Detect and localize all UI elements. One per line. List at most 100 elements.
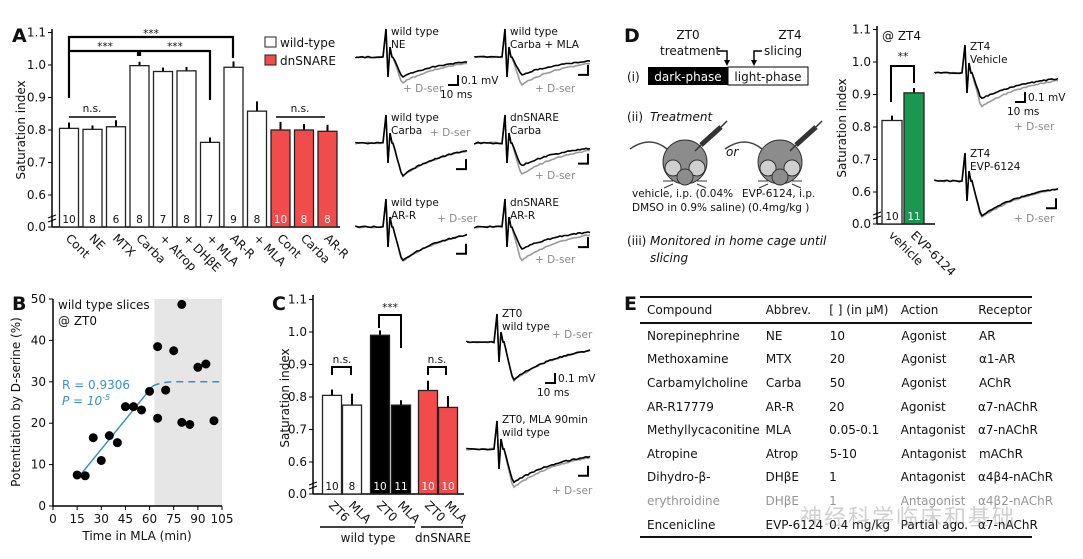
cell-action: Agonist <box>901 400 978 414</box>
n-label: 11 <box>907 211 920 223</box>
data-point <box>105 431 114 440</box>
data-point <box>121 402 130 411</box>
vehicle-line2: DMSO in 0.9% saline) <box>632 202 745 214</box>
y-tick-label: 0.8 <box>27 123 46 137</box>
n-label: 8 <box>349 481 356 493</box>
n-label: 10 <box>441 481 454 493</box>
cell-conc: 10 <box>830 329 902 343</box>
treatment-label: treatment <box>660 44 720 58</box>
y-tick-label: 30 <box>31 375 46 389</box>
n-label: 8 <box>183 214 190 226</box>
n-label: 8 <box>136 214 143 226</box>
n-label: 7 <box>160 214 167 226</box>
cell-abbrev: AR-R <box>766 400 830 414</box>
syringe-icon <box>796 127 816 145</box>
n-label: 11 <box>394 481 407 493</box>
trace-panel: ZT0, MLA 90minwild type + D-ser <box>467 414 593 497</box>
syringe-icon <box>701 127 721 145</box>
b-xlabel: Time in MLA (min) <box>81 529 191 543</box>
n-label: 9 <box>230 214 237 226</box>
b-p-exp: -5 <box>102 393 110 402</box>
th-conc: [ ] (in μM) <box>829 303 901 317</box>
y-tick-label: 0.6 <box>288 455 307 469</box>
bar <box>882 121 902 225</box>
n-label: 8 <box>89 214 96 226</box>
data-point <box>209 416 218 425</box>
y-tick-label: 1.1 <box>852 23 871 37</box>
scale-voltage: 0.1 mV <box>461 75 499 87</box>
d-schematic: ZT0 treatment ZT4 slicing (i) dark-phase… <box>627 28 827 265</box>
bar <box>154 72 173 228</box>
scale-bar <box>578 466 588 476</box>
cell-action: Agonist <box>901 376 979 390</box>
n-label: 10 <box>421 481 434 493</box>
y-tick-label: 1.1 <box>27 26 46 40</box>
data-point <box>193 363 202 372</box>
trace-panel: wild typeNE+ D-ser0.1 mV10 ms <box>356 26 499 101</box>
cell-receptor: α1-AR <box>979 352 1032 366</box>
trace-label-1: ZT0 <box>502 308 522 320</box>
step-i: (i) <box>627 70 640 84</box>
y-tick-label: 20 <box>31 416 46 430</box>
sig-d: ** <box>898 51 909 63</box>
cell-abbrev: MTX <box>766 352 830 366</box>
bar <box>130 66 149 227</box>
bracket-c-ns2 <box>428 367 446 375</box>
table-row: Norepinephrine NE 10 Agonist AR <box>640 324 1032 348</box>
mouse-tail <box>630 142 667 149</box>
trace-label-1: wild type <box>510 26 558 38</box>
data-point <box>81 471 90 480</box>
step-ii: (ii) <box>627 110 643 124</box>
cell-compound: Norepinephrine <box>640 329 766 343</box>
x-tick-label: 15 <box>70 512 85 526</box>
th-action: Action <box>901 303 978 317</box>
n-label: 7 <box>207 214 214 226</box>
trace-panel: dnSNAREAR-R+ D-ser <box>475 197 590 266</box>
trace-label-2: AR-R <box>510 210 535 222</box>
cell-action: Agonist <box>901 329 979 343</box>
n-label: 10 <box>373 481 386 493</box>
vehicle-line1: vehicle, i.p. (0.04% <box>632 188 733 200</box>
cell-compound: Carbamylcholine <box>640 376 766 390</box>
trace-label-1: ZT4 <box>970 41 991 53</box>
trace-panel: ZT4Vehicle+ D-ser0.1 mV10 ms <box>935 41 1066 133</box>
trace-label-2: EVP-6124 <box>970 161 1021 173</box>
x-tick-label: 0 <box>49 512 57 526</box>
dser-label: + D-ser <box>430 127 471 139</box>
bar <box>224 67 243 227</box>
data-point <box>185 420 194 429</box>
table-row: Dihydro-β- DHβE 1 Antagonist α4β4-nAChR <box>640 466 1032 490</box>
n-label: 8 <box>324 214 331 226</box>
cell-compound: Dihydro-β- <box>640 470 766 484</box>
dser-label: + D-ser <box>552 485 593 497</box>
sig-a3: *** <box>167 41 183 53</box>
bar <box>318 131 337 227</box>
legend-swatch-wildtype <box>265 37 276 47</box>
n-label: 10 <box>885 211 898 223</box>
scale-bar <box>578 154 588 164</box>
cell-receptor: α7-nAChR <box>978 423 1032 437</box>
x-tick-label: 60 <box>142 512 157 526</box>
scale-bar <box>1046 198 1056 208</box>
trace-label-1: dnSNARE <box>510 197 559 209</box>
sig-a2: *** <box>97 41 113 53</box>
mouse-evp-icon <box>725 121 822 188</box>
dser-label: + D-ser <box>1014 121 1055 133</box>
trace-panel: wild typeCarba + D-ser <box>356 112 471 177</box>
trace-panel: ZT0wild type+ D-ser 0.1 mV 10 ms <box>467 308 596 399</box>
x-tick-label: 105 <box>211 512 234 526</box>
cell-compound: Encenicline <box>640 518 766 532</box>
bracket-cont-arr <box>69 37 233 98</box>
cell-action: Antagonist <box>901 423 978 437</box>
watermark: 神经科学临床和基础 <box>800 500 1016 532</box>
th-compound: Compound <box>640 303 766 317</box>
zt4-label: ZT4 <box>778 28 801 42</box>
trace-label-1: ZT0, MLA 90min <box>502 414 588 426</box>
data-point <box>161 386 170 395</box>
y-tick-label: 0.9 <box>852 88 871 102</box>
b-r-value: R = 0.9306 <box>62 378 130 392</box>
b-p-value: P = 10-5 <box>62 393 110 408</box>
data-point <box>201 359 210 368</box>
evp-line1: EVP-6124, i.p. <box>742 188 815 200</box>
c-ylabel: Saturation index <box>278 348 292 447</box>
